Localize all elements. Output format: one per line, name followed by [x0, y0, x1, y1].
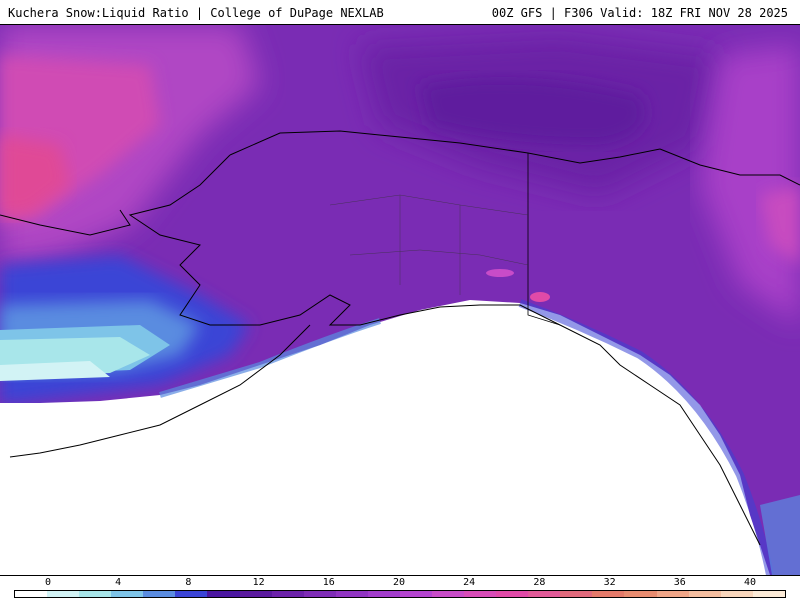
legend-swatch	[367, 591, 400, 597]
legend-swatch	[464, 591, 497, 597]
no-snow-ocean	[0, 300, 770, 575]
aleutians	[9, 324, 311, 458]
legend-tick-label: 36	[673, 577, 686, 588]
product-title: Kuchera Snow:Liquid Ratio | College of D…	[8, 6, 384, 20]
legend-swatch	[271, 591, 304, 597]
chukotka-coast	[0, 209, 131, 236]
bc-south-blue	[760, 495, 800, 575]
pink-spot	[530, 292, 550, 302]
title-bar: Kuchera Snow:Liquid Ratio | College of D…	[0, 0, 800, 24]
legend-swatch	[175, 591, 208, 597]
legend-tick-label: 0	[44, 577, 52, 588]
legend-swatch	[752, 591, 785, 597]
legend-swatch	[656, 591, 689, 597]
pink-streak	[486, 269, 514, 277]
east-pink	[760, 185, 800, 265]
legend-swatch	[399, 591, 433, 597]
legend-swatch	[432, 591, 465, 597]
coastal-fringe-west	[159, 318, 381, 398]
snow-ratio-map	[0, 25, 800, 575]
west-south-coast	[128, 154, 761, 546]
legend-swatch	[239, 591, 272, 597]
legend-swatch	[207, 591, 240, 597]
legend-swatch	[143, 591, 176, 597]
pale-cyan-band	[0, 361, 110, 381]
legend-tick-label: 32	[603, 577, 616, 588]
map-area	[0, 24, 800, 576]
legend-tick-label: 12	[252, 577, 265, 588]
east-magenta	[700, 45, 800, 325]
admin-borders	[329, 194, 529, 295]
legend-swatch	[335, 591, 368, 597]
coastal-fringe-east	[518, 299, 774, 575]
legend-swatch	[560, 591, 593, 597]
legend-tick-label: 28	[533, 577, 546, 588]
arctic-coast	[229, 130, 661, 164]
legend-tick-label: 16	[322, 577, 335, 588]
west-hot-pink	[0, 135, 70, 215]
legend-tick-label: 40	[743, 577, 757, 588]
legend-tick-label: 20	[392, 577, 406, 588]
legend-swatch	[47, 591, 80, 597]
legend-tick-label: 4	[115, 577, 122, 588]
legend-swatch	[528, 591, 561, 597]
legend-tick-label: 8	[185, 577, 192, 588]
legend-tick-label: 24	[463, 577, 476, 588]
coastlines	[0, 130, 800, 546]
legend-swatch	[111, 591, 144, 597]
legend-swatch	[592, 591, 625, 597]
legend-swatch	[720, 591, 753, 597]
legend-swatch	[303, 591, 336, 597]
legend-labels: 0 4 8 12 16 20 24 28 32 36 40	[0, 576, 800, 590]
legend-swatch	[496, 591, 529, 597]
legend-swatch	[688, 591, 721, 597]
ak-yukon-border	[527, 153, 561, 326]
legend-swatch	[624, 591, 657, 597]
legend-swatch	[79, 591, 112, 597]
color-scale-bar	[14, 590, 786, 598]
canada-arctic-coast	[659, 148, 800, 186]
darkest-core	[420, 77, 645, 145]
legend-swatch	[15, 591, 48, 597]
model-run-title: 00Z GFS | F306 Valid: 18Z FRI NOV 28 202…	[491, 6, 788, 20]
